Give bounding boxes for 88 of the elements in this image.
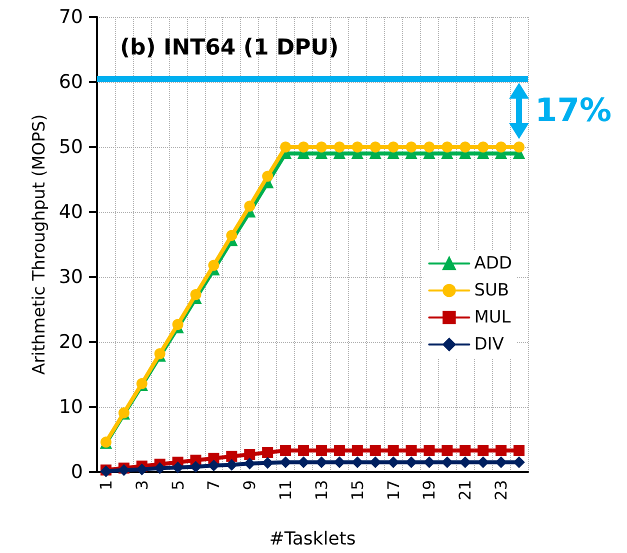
point bbox=[316, 142, 327, 152]
point bbox=[262, 447, 274, 458]
text: 17% bbox=[535, 90, 612, 129]
point bbox=[280, 445, 292, 456]
point bbox=[514, 445, 525, 456]
point bbox=[388, 445, 399, 456]
point bbox=[496, 445, 507, 456]
point bbox=[388, 456, 399, 468]
point bbox=[406, 456, 417, 468]
point bbox=[262, 457, 274, 468]
x-tick-label: 1 bbox=[96, 480, 116, 490]
point bbox=[460, 142, 471, 152]
x-tick-label: 3 bbox=[132, 480, 152, 490]
x-tick-label: 21 bbox=[456, 480, 475, 500]
point bbox=[154, 348, 166, 360]
x-tick-label: 17 bbox=[384, 480, 403, 500]
x-axis-title: #Tasklets bbox=[269, 528, 356, 550]
point bbox=[424, 142, 435, 152]
text: (b) INT64 (1 DPU) bbox=[120, 36, 339, 60]
y-tick-label: 60 bbox=[58, 71, 83, 93]
point bbox=[352, 456, 363, 468]
y-tick-label: 70 bbox=[58, 6, 83, 28]
point bbox=[190, 461, 202, 472]
y-tick-label: 40 bbox=[58, 201, 83, 223]
point bbox=[478, 142, 489, 152]
y-tick-label: 50 bbox=[58, 136, 83, 158]
point bbox=[478, 456, 489, 468]
legend-label: MUL bbox=[474, 308, 512, 328]
point bbox=[370, 142, 381, 152]
point bbox=[496, 142, 507, 152]
y-axis-title: Arithmetic Throughput (MOPS) bbox=[29, 114, 50, 375]
point bbox=[424, 445, 435, 456]
x-tick-label: 19 bbox=[420, 480, 439, 500]
x-tick-label: 23 bbox=[492, 480, 511, 500]
point bbox=[316, 445, 327, 456]
point bbox=[262, 170, 274, 182]
point bbox=[154, 462, 166, 474]
point bbox=[244, 448, 256, 460]
legend-label: SUB bbox=[474, 280, 510, 300]
point bbox=[460, 456, 471, 468]
point bbox=[298, 142, 310, 152]
x-tick-label: 13 bbox=[312, 480, 331, 500]
point bbox=[298, 456, 310, 468]
point bbox=[280, 142, 292, 152]
point bbox=[172, 462, 184, 473]
y-tick-label: 20 bbox=[58, 331, 83, 353]
point bbox=[406, 445, 417, 456]
point bbox=[514, 456, 525, 468]
point bbox=[172, 318, 184, 330]
point bbox=[334, 456, 345, 468]
point bbox=[442, 456, 453, 468]
point bbox=[280, 456, 292, 468]
point bbox=[316, 456, 327, 468]
point bbox=[208, 260, 220, 271]
legend-label: ADD bbox=[474, 254, 512, 274]
point bbox=[460, 445, 471, 456]
point bbox=[442, 445, 453, 456]
point bbox=[208, 460, 220, 471]
x-tick-label: 5 bbox=[168, 480, 188, 490]
x-tick-label: 9 bbox=[240, 480, 260, 490]
point bbox=[334, 445, 345, 456]
point bbox=[388, 142, 399, 152]
point bbox=[190, 289, 202, 300]
point bbox=[352, 445, 363, 456]
point bbox=[496, 456, 507, 468]
point bbox=[136, 464, 148, 475]
x-tick-label: 7 bbox=[204, 480, 224, 490]
point bbox=[244, 458, 256, 470]
point bbox=[442, 142, 453, 152]
point bbox=[334, 142, 345, 152]
legend-label: DIV bbox=[474, 334, 504, 354]
point bbox=[226, 450, 238, 462]
point bbox=[406, 142, 417, 152]
point bbox=[370, 445, 381, 456]
point bbox=[244, 200, 256, 212]
point bbox=[478, 445, 489, 456]
point bbox=[352, 142, 363, 152]
y-tick-label: 30 bbox=[58, 266, 83, 288]
x-tick-label: 15 bbox=[348, 480, 367, 500]
y-tick-label: 0 bbox=[70, 461, 83, 483]
point bbox=[424, 456, 435, 468]
x-tick-label: 11 bbox=[276, 480, 296, 500]
point bbox=[370, 456, 381, 468]
point bbox=[514, 142, 525, 152]
point bbox=[226, 459, 238, 470]
point bbox=[298, 445, 310, 456]
y-tick-label: 10 bbox=[58, 396, 83, 418]
point bbox=[226, 230, 238, 241]
